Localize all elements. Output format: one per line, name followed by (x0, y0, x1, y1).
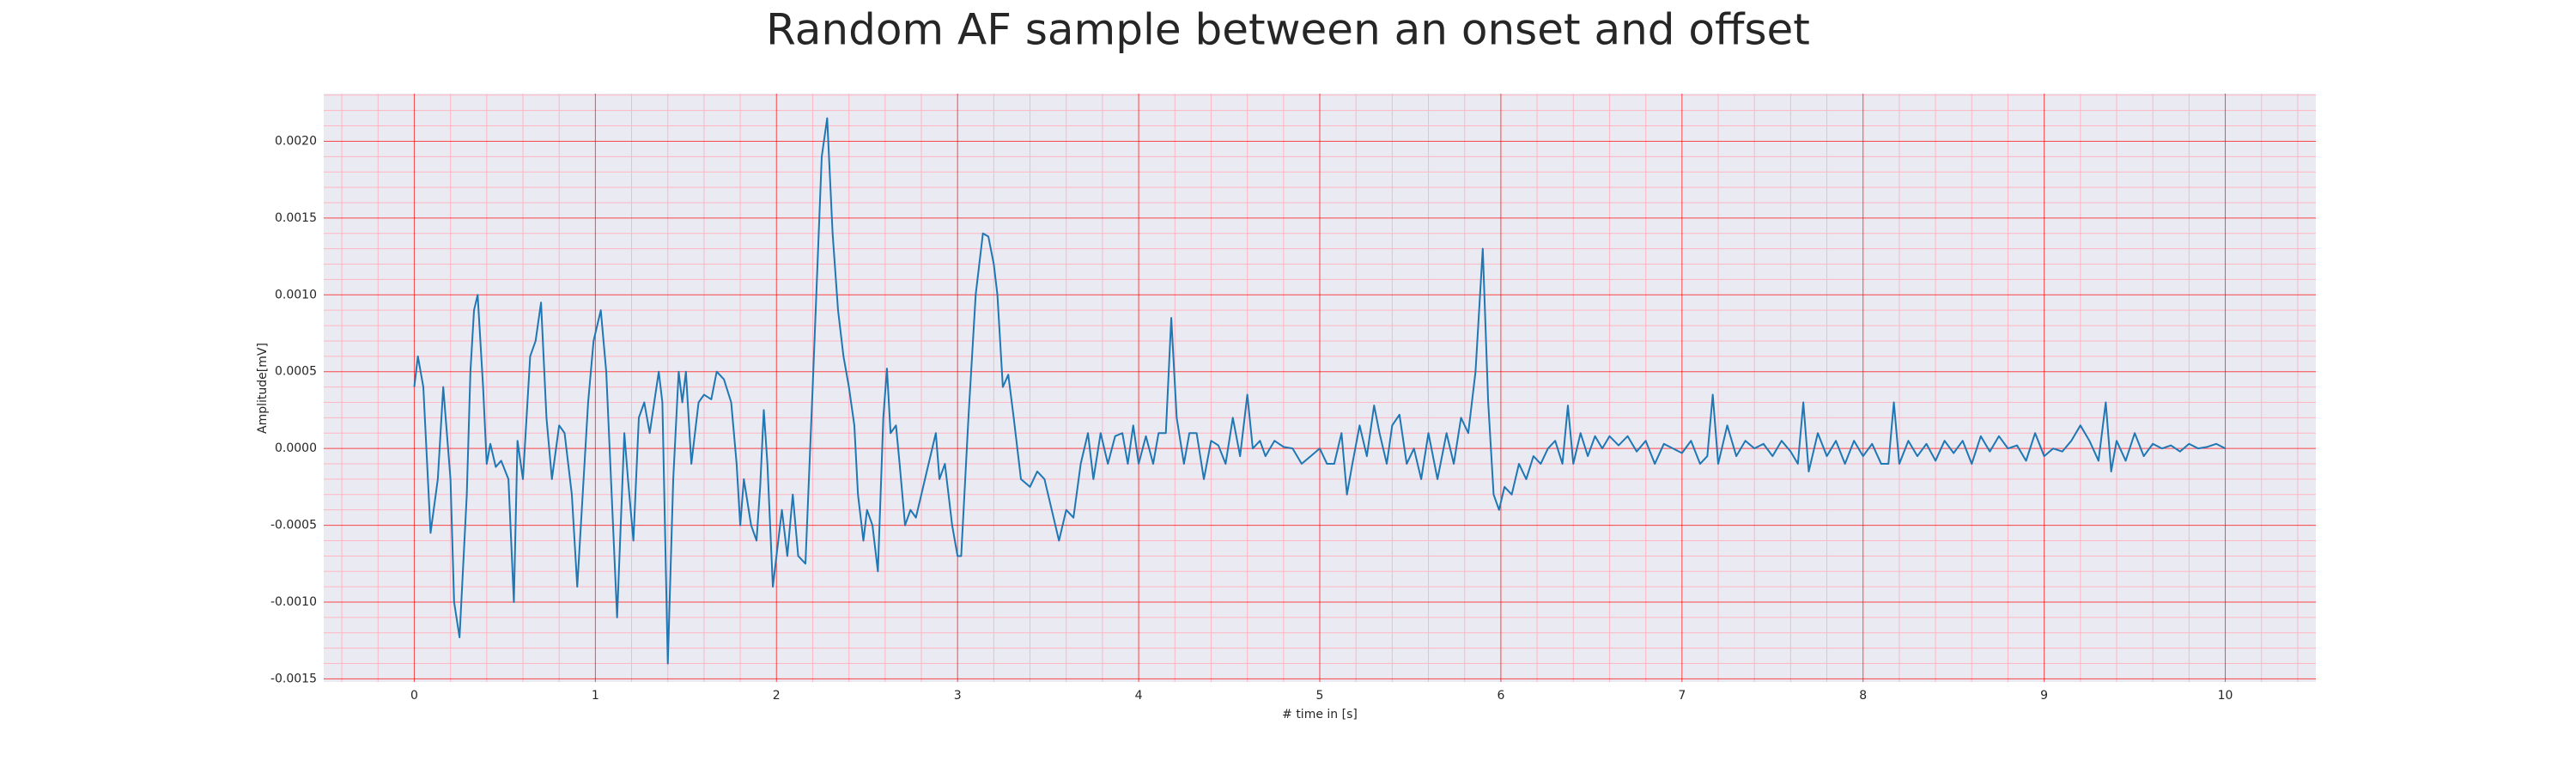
x-tick-label: 5 (1316, 689, 1324, 703)
x-tick-label: 6 (1497, 689, 1504, 703)
y-tick-label: 0.0000 (275, 441, 317, 455)
x-tick-label: 10 (2218, 689, 2233, 703)
x-tick-label: 3 (954, 689, 962, 703)
x-tick-label: 8 (1859, 689, 1867, 703)
y-tick-label: -0.0005 (270, 519, 317, 533)
x-tick-label: 0 (410, 689, 418, 703)
y-tick-label: 0.0020 (275, 134, 317, 148)
x-tick-label: 9 (2040, 689, 2048, 703)
y-tick-label: -0.0015 (270, 672, 317, 685)
y-tick-label: 0.0005 (275, 365, 317, 379)
y-axis-label: Amplitude[mV] (256, 343, 270, 434)
x-axis-label: # time in [s] (1282, 708, 1358, 721)
x-tick-label: 1 (592, 689, 599, 703)
x-tick-label: 7 (1678, 689, 1686, 703)
y-tick-label: -0.0010 (270, 595, 317, 609)
x-tick-label: 2 (773, 689, 781, 703)
signal-line (413, 117, 2227, 665)
y-tick-label: 0.0010 (275, 288, 317, 301)
y-tick-label: 0.0015 (275, 211, 317, 225)
x-tick-label: 4 (1135, 689, 1143, 703)
chart-title: Random AF sample between an onset and of… (766, 5, 1810, 55)
